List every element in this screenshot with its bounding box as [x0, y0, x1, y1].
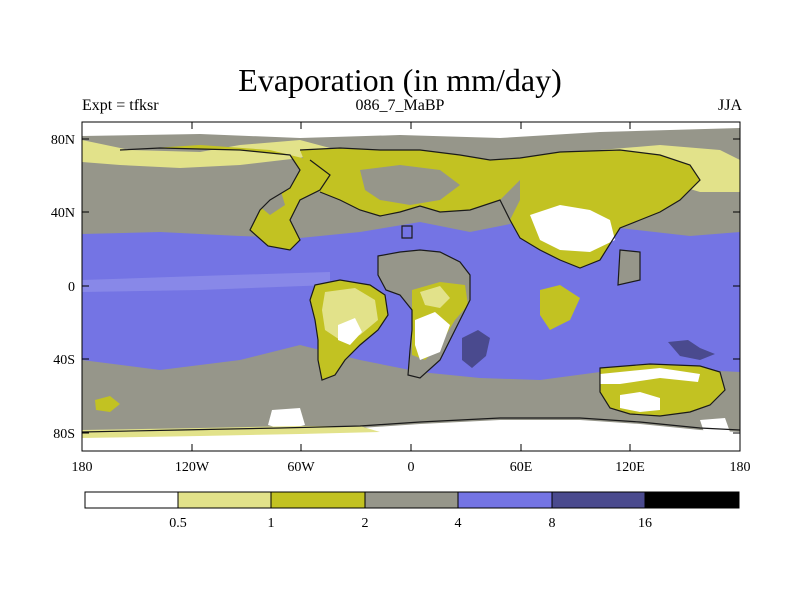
- lat-label-0: 0: [68, 280, 75, 295]
- africa-light: [420, 286, 450, 308]
- southern-white-1: [268, 408, 305, 430]
- antarctica: [82, 420, 740, 451]
- lat-label-80s: 80S: [53, 427, 75, 442]
- colorbar-label-5: 16: [638, 516, 652, 531]
- tibet-white: [530, 205, 615, 252]
- colorbar-label-4: 8: [549, 516, 556, 531]
- lon-label-120w: 120W: [175, 460, 210, 475]
- south-america-light: [322, 288, 378, 340]
- lon-label-60e: 60E: [510, 460, 533, 475]
- colorbar-box-0: [84, 491, 179, 509]
- india: [540, 285, 580, 330]
- lon-label-180w: 180: [72, 460, 93, 475]
- north-america: [120, 145, 330, 250]
- arctic-light-band: [82, 140, 330, 168]
- colorbar-box-4: [457, 491, 553, 509]
- africa-white: [415, 312, 450, 360]
- colorbar-label-0: 0.5: [169, 516, 187, 531]
- se-asia: [618, 250, 640, 285]
- dark-blob-indian: [462, 330, 490, 368]
- colorbar-box-3: [364, 491, 459, 509]
- lon-axis: 180 120W 60W 0 60E 120E 180: [72, 122, 751, 475]
- south-america-white: [338, 318, 362, 345]
- antarctic-rim: [82, 426, 380, 438]
- pacific-tongue: [82, 272, 330, 292]
- experiment-label: Expt = tfksr: [82, 97, 159, 114]
- australia-white-2: [620, 392, 660, 412]
- australia-white: [600, 368, 700, 384]
- lon-label-0: 0: [408, 460, 415, 475]
- season-label: JJA: [717, 97, 742, 114]
- lat-axis: 80N 40N 0 40S 80S: [51, 133, 740, 442]
- europe-interior: [360, 165, 460, 205]
- southern-patch-1: [95, 396, 120, 412]
- lon-label-60w: 60W: [287, 460, 315, 475]
- lat-label-40s: 40S: [53, 353, 75, 368]
- colorbar: 0.5 1 2 4 8 16: [84, 491, 740, 531]
- map-title: Evaporation (in mm/day): [238, 62, 562, 98]
- lat-label-40n: 40N: [51, 206, 75, 221]
- lon-label-180e: 180: [730, 460, 751, 475]
- lat-label-80n: 80N: [51, 133, 75, 148]
- dark-blob-pacific: [668, 340, 715, 360]
- coastlines: [82, 147, 740, 433]
- colorbar-box-5: [551, 491, 646, 509]
- lon-label-120e: 120E: [615, 460, 645, 475]
- colorbar-label-3: 4: [455, 516, 462, 531]
- arctic-white: [82, 122, 740, 138]
- colorbar-box-1: [177, 491, 272, 509]
- evaporation-field: [82, 122, 740, 451]
- colorbar-box-2: [270, 491, 366, 509]
- colorbar-label-1: 1: [268, 516, 275, 531]
- colorbar-label-2: 2: [362, 516, 369, 531]
- time-label: 086_7_MaBP: [355, 97, 445, 114]
- colorbar-box-6: [644, 491, 740, 509]
